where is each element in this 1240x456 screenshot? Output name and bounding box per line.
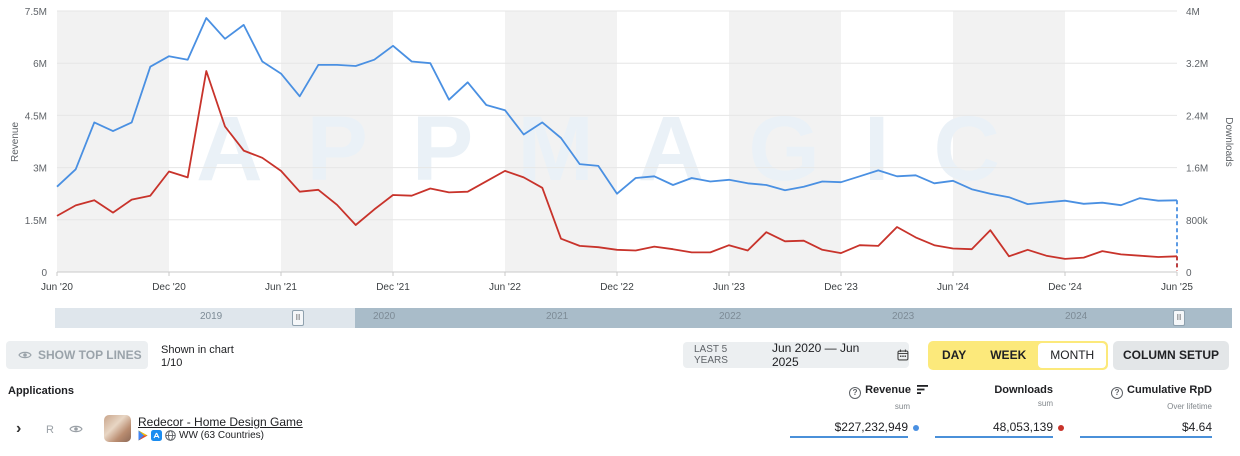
show-top-lines-button[interactable]: SHOW TOP LINES: [6, 341, 148, 369]
x-tick-label: Jun '25: [1161, 282, 1193, 293]
downloads-column-header[interactable]: Downloads sum: [980, 384, 1053, 408]
revenue-series-dot: [913, 425, 919, 431]
watermark: APPMAGIC: [196, 98, 1044, 200]
x-tick-label: Dec '24: [1048, 282, 1082, 293]
range-year-label: 2023: [892, 311, 915, 322]
y-left-tick-label: 4.5M: [25, 111, 47, 122]
range-year-label: 2020: [373, 311, 396, 322]
app-name-link[interactable]: Redecor - Home Design Game: [138, 415, 303, 429]
y-right-axis-title: Downloads: [1223, 117, 1234, 166]
x-tick-label: Dec '23: [824, 282, 858, 293]
range-slider[interactable]: 2019 2020 2021 2022 2023 2024 II II: [55, 308, 1232, 328]
y-left-tick-label: 7.5M: [25, 7, 47, 18]
app-meta: WW (63 Countries): [138, 430, 264, 441]
y-left-tick-label: 1.5M: [25, 216, 47, 227]
google-play-icon: [138, 430, 148, 441]
y-right-tick-label: 3.2M: [1186, 59, 1208, 70]
rpd-column-header[interactable]: ? Cumulative RpD Over lifetime: [1092, 384, 1212, 411]
eye-icon[interactable]: [69, 424, 83, 434]
globe-icon: [165, 430, 176, 441]
app-icon[interactable]: [104, 415, 131, 442]
expand-chevron-icon[interactable]: ›: [16, 420, 22, 437]
revenue-series-line: [56, 17, 1178, 207]
x-tick-label: Jun '23: [713, 282, 745, 293]
y-right-tick-label: 4M: [1186, 7, 1200, 18]
y-left-tick-label: 3M: [33, 164, 47, 175]
revenue-value: $227,232,949: [790, 420, 908, 438]
range-selection[interactable]: [355, 308, 1232, 328]
x-tick-label: Dec '21: [376, 282, 410, 293]
applications-header: Applications: [8, 385, 75, 397]
y-right-tick-label: 800k: [1186, 216, 1209, 227]
shaded-band: [281, 11, 393, 272]
granularity-toggle: DAY WEEK MONTH: [928, 341, 1109, 370]
rpd-column-sub: Over lifetime: [1167, 402, 1212, 411]
shaded-band: [729, 11, 841, 272]
range-handle-left[interactable]: II: [292, 310, 304, 326]
range-handle-right[interactable]: II: [1173, 310, 1185, 326]
period-range: Jun 2020 — Jun 2025: [771, 341, 860, 369]
revenue-downloads-chart: APPMAGIC 0 1.5M 3M 4.5M 6M 7.5M 0 800k 1.6M 2.4M 3.…: [10, 7, 1234, 293]
y-right-tick-label: 1.6M: [1186, 164, 1208, 175]
range-year-label: 2024: [1065, 311, 1088, 322]
sort-icon[interactable]: [917, 385, 928, 394]
x-tick-label: Jun '22: [489, 282, 521, 293]
y-left-tick-label: 6M: [33, 59, 47, 70]
granularity-week[interactable]: WEEK: [990, 348, 1027, 362]
eye-icon: [18, 351, 32, 359]
x-tick-label: Jun '24: [937, 282, 969, 293]
y-right-tick-label: 0: [1186, 268, 1192, 279]
shown-in-chart-label: Shown in chart: [161, 344, 234, 356]
app-region: WW (63 Countries): [179, 430, 265, 441]
shaded-band: [953, 11, 1065, 272]
app-store-icon: [151, 430, 162, 441]
revenue-column-header[interactable]: ? Revenue sum: [848, 384, 928, 411]
range-year-label: 2019: [200, 311, 223, 322]
calendar-icon: [897, 349, 909, 361]
date-range-picker[interactable]: LAST 5 YEARS Jun 2020 — Jun 2025: [683, 341, 909, 369]
shaded-band: [505, 11, 617, 272]
y-left-axis-title: Revenue: [10, 122, 21, 162]
help-icon[interactable]: ?: [1111, 387, 1124, 399]
downloads-series-dot: [1058, 425, 1064, 431]
x-tick-label: Dec '22: [600, 282, 634, 293]
downloads-series-line: [56, 70, 1178, 260]
downloads-value: 48,053,139: [935, 420, 1053, 438]
show-top-lines-label: SHOW TOP LINES: [38, 348, 142, 362]
y-right-tick-label: 2.4M: [1186, 111, 1208, 122]
shaded-band: [57, 11, 169, 272]
y-left-tick-label: 0: [41, 268, 47, 279]
downloads-column-sub: sum: [1037, 399, 1053, 408]
revenue-column-title: Revenue: [865, 384, 911, 396]
column-setup-button[interactable]: COLUMN SETUP: [1113, 341, 1229, 370]
shown-in-chart-value: 1/10: [161, 357, 183, 369]
downloads-column-title: Downloads: [994, 384, 1053, 396]
rpd-column-title: Cumulative RpD: [1127, 384, 1212, 396]
row-rank[interactable]: R: [46, 424, 54, 436]
period-preset: LAST 5 YEARS: [694, 344, 728, 366]
range-year-label: 2021: [546, 311, 569, 322]
range-year-label: 2022: [719, 311, 742, 322]
chart-svg: APPMAGIC 0 1.5M 3M 4.5M 6M 7.5M 0 800k 1.6M 2.4M 3.…: [10, 7, 1234, 293]
x-tick-label: Dec '20: [152, 282, 186, 293]
x-tick-label: Jun '21: [265, 282, 297, 293]
help-icon[interactable]: ?: [849, 387, 862, 399]
granularity-day[interactable]: DAY: [942, 348, 967, 362]
rpd-value: $4.64: [1080, 420, 1212, 438]
shown-in-chart: Shown in chart 1/10: [161, 344, 234, 370]
revenue-column-sub: sum: [894, 402, 910, 411]
x-tick-label: Jun '20: [41, 282, 73, 293]
granularity-month[interactable]: MONTH: [1038, 343, 1107, 368]
